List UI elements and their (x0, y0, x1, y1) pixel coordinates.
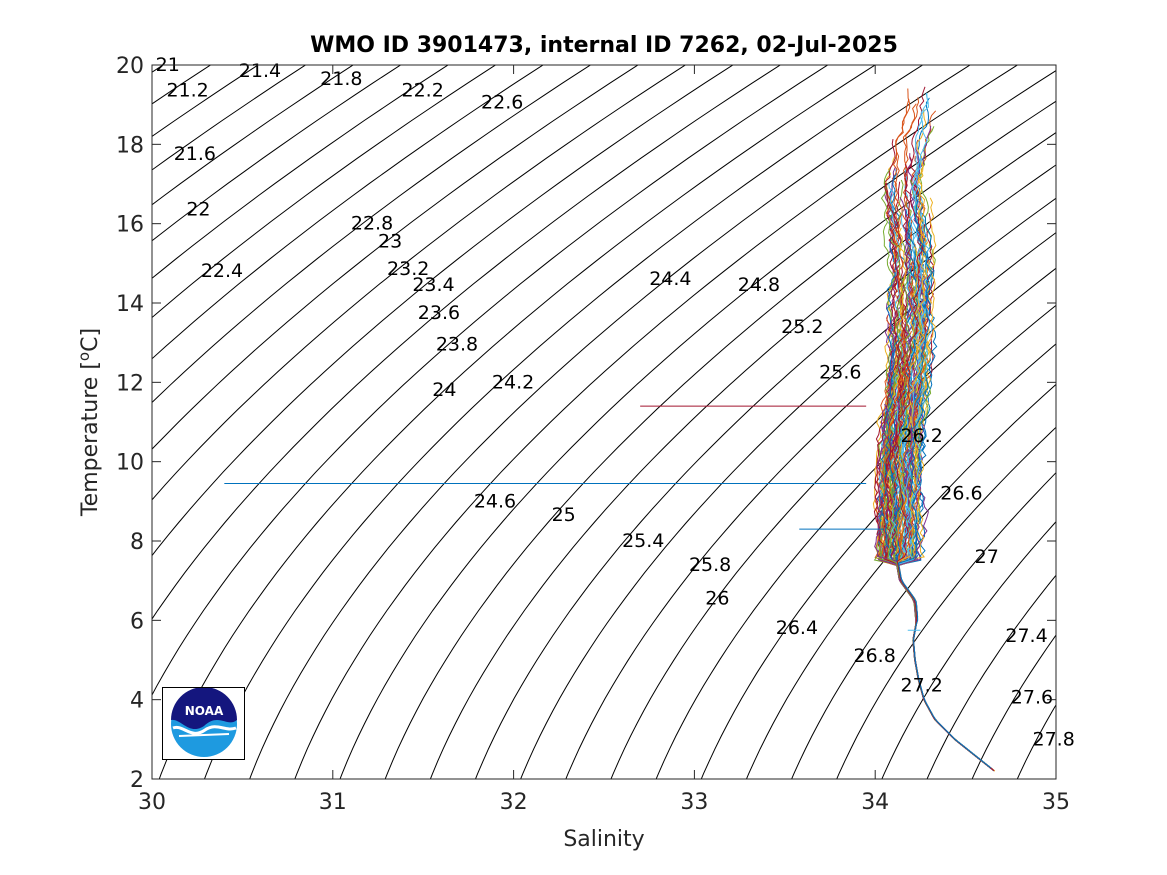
contour-label: 24.4 (649, 268, 691, 290)
density-contour (0, 45, 51, 799)
x-axis-label: Salinity (563, 827, 644, 852)
density-contour (881, 520, 1056, 779)
y-axis-label-end: C] (78, 328, 103, 352)
density-contour (158, 65, 877, 779)
contour-label: 21.4 (239, 60, 281, 82)
density-contour (0, 45, 3, 799)
contour-label: 22.2 (402, 80, 444, 102)
x-tick-label: 33 (680, 790, 708, 815)
contour-label: 22.6 (481, 92, 523, 114)
chart-title: WMO ID 3901473, internal ID 7262, 02-Jul… (310, 33, 898, 58)
contour-label: 25.2 (781, 316, 823, 338)
y-tick-label: 12 (116, 371, 144, 396)
contour-label: 23 (378, 230, 402, 252)
density-contour (152, 65, 497, 319)
density-contour (791, 426, 1056, 779)
y-axis-label-sup: o (75, 352, 93, 361)
noaa-emblem-icon: NOAA (171, 687, 237, 757)
contour-label: 21.2 (166, 80, 208, 102)
contour-label: 26.2 (901, 425, 943, 447)
x-tick-label: 35 (1042, 790, 1070, 815)
density-contour (745, 383, 1056, 779)
x-tick-label: 30 (138, 790, 166, 815)
x-tick-label: 34 (861, 790, 889, 815)
density-contour (926, 574, 1056, 779)
density-contour (152, 65, 544, 360)
y-tick-label: 20 (116, 54, 144, 79)
contour-label: 23.4 (412, 274, 454, 296)
contour-label: 22 (186, 199, 210, 221)
density-contour (152, 65, 354, 206)
contour-label: 23.8 (436, 334, 478, 356)
contour-label: 24.2 (492, 371, 534, 393)
density-contour (152, 65, 402, 242)
density-contour (152, 65, 829, 697)
y-tick-label: 14 (116, 292, 144, 317)
density-contour (1054, 45, 1167, 799)
density-contour (294, 65, 1019, 779)
density-contour (429, 132, 1056, 779)
contour-label: 25.4 (622, 530, 664, 552)
contour-label: 25.6 (819, 361, 861, 383)
x-axis: 30 31 32 33 34 35 (138, 65, 1070, 815)
contour-label: 26.6 (940, 482, 982, 504)
contour-label: 27 (975, 546, 999, 568)
density-contour (520, 197, 1056, 779)
y-tick-label: 18 (116, 133, 144, 158)
density-contour (152, 65, 639, 450)
noaa-logo: NOAA (162, 687, 245, 760)
contour-label: 25.8 (689, 554, 731, 576)
density-contour (971, 634, 1056, 779)
density-contour (836, 471, 1056, 779)
profile-lines (224, 86, 996, 772)
contour-label: 27.6 (1011, 687, 1053, 709)
density-contour (610, 267, 1056, 779)
contour-label: 21.6 (174, 143, 216, 165)
y-tick-label: 10 (116, 451, 144, 476)
x-tick-label: 31 (319, 790, 347, 815)
y-axis-label: Temperature [oC] (75, 328, 103, 517)
density-contour (152, 65, 449, 279)
contour-label: 23.2 (387, 258, 429, 280)
density-contour (565, 232, 1056, 779)
contour-label: 22.8 (351, 213, 393, 235)
contour-label: 24.6 (474, 490, 516, 512)
contour-label: 24.8 (738, 274, 780, 296)
density-contour (384, 100, 1056, 779)
density-contour (152, 65, 592, 404)
y-tick-label: 8 (130, 530, 144, 555)
contour-label: 27.2 (901, 675, 943, 697)
y-axis-label-main: Temperature [ (78, 361, 103, 517)
contour-label: 22.4 (201, 260, 243, 282)
contour-label: 25 (552, 504, 576, 526)
density-contour (474, 164, 1056, 779)
profile-line (897, 191, 991, 769)
density-contour (249, 65, 971, 779)
x-tick-label: 32 (500, 790, 528, 815)
density-contour (152, 65, 782, 620)
contour-label: 26.8 (854, 645, 896, 667)
axes-box (151, 64, 1057, 780)
contour-label: 26.4 (776, 617, 818, 639)
contour-label: 27.4 (1005, 625, 1047, 647)
y-tick-label: 4 (130, 689, 144, 714)
noaa-logo-text: NOAA (185, 704, 224, 718)
contour-label: 26 (705, 587, 729, 609)
density-contour (203, 65, 924, 779)
y-tick-label: 2 (130, 768, 144, 793)
y-tick-label: 16 (116, 213, 144, 238)
contour-label: 21.8 (320, 68, 362, 90)
contour-label: 23.6 (418, 302, 460, 324)
contour-label: 24 (432, 379, 456, 401)
density-contour (655, 304, 1056, 779)
density-contour (700, 343, 1056, 779)
contour-label: 27.8 (1032, 728, 1074, 750)
density-contour (152, 65, 687, 501)
y-tick-label: 6 (130, 609, 144, 634)
density-contour (152, 65, 734, 557)
